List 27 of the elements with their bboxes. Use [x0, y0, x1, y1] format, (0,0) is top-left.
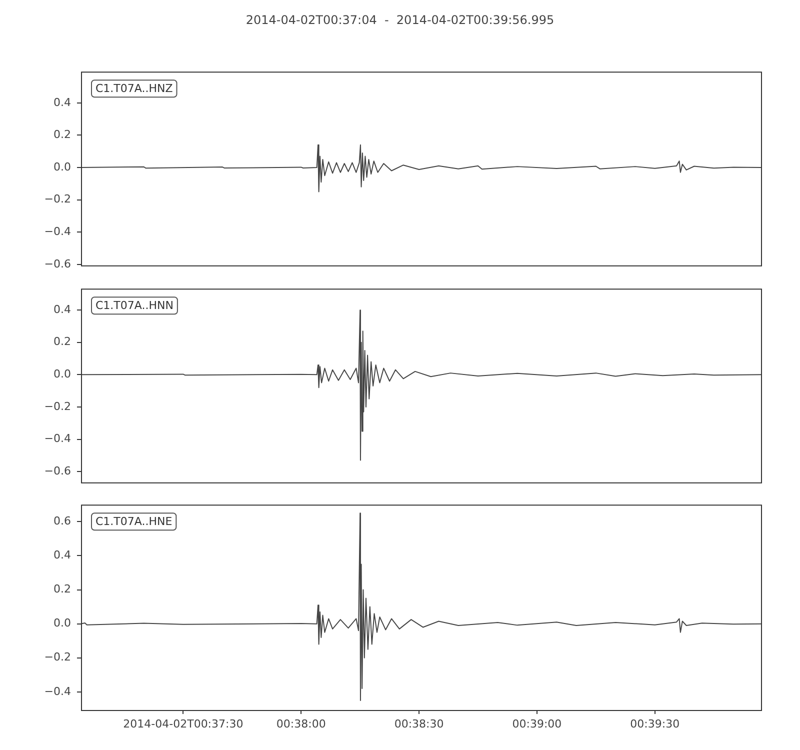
x-tick-label: 00:38:00 — [276, 717, 326, 730]
y-tick-label: 0.4 — [54, 96, 71, 109]
y-tick-label: −0.6 — [44, 257, 71, 270]
y-tick-label: 0.4 — [54, 548, 71, 562]
chart-title: 2014-04-02T00:37:04 - 2014-04-02T00:39:56.995 — [244, 13, 556, 27]
y-tick-label: −0.4 — [44, 432, 71, 446]
y-tick-label: −0.4 — [44, 684, 71, 698]
y-tick-label: 0.0 — [54, 160, 71, 174]
x-tick-label: 00:39:00 — [512, 717, 562, 730]
y-tick-label: 0.2 — [54, 128, 71, 142]
y-tick-label: 0.6 — [54, 514, 71, 528]
y-tick-label: −0.2 — [44, 400, 71, 413]
y-tick-label: −0.6 — [44, 464, 71, 478]
y-tick-label: −0.2 — [44, 650, 71, 664]
annotation: C1.T07A..HNE — [96, 514, 172, 528]
y-tick-label: −0.2 — [44, 192, 71, 206]
annotation: C1.T07A..HNN — [96, 298, 174, 312]
y-tick-label: −0.4 — [44, 224, 71, 238]
y-tick-label: 0.4 — [54, 302, 71, 316]
x-tick-label: 00:39:30 — [630, 717, 680, 730]
x-tick-label: 2014-04-02T00:37:30 — [123, 717, 244, 730]
y-tick-label: 0.0 — [54, 616, 71, 630]
annotation: C1.T07A..HNZ — [96, 82, 174, 95]
y-tick-label: 0.0 — [54, 368, 71, 381]
y-tick-label: 0.2 — [54, 582, 71, 596]
y-tick-label: 0.2 — [54, 335, 71, 348]
x-tick-label: 00:38:30 — [394, 717, 444, 730]
